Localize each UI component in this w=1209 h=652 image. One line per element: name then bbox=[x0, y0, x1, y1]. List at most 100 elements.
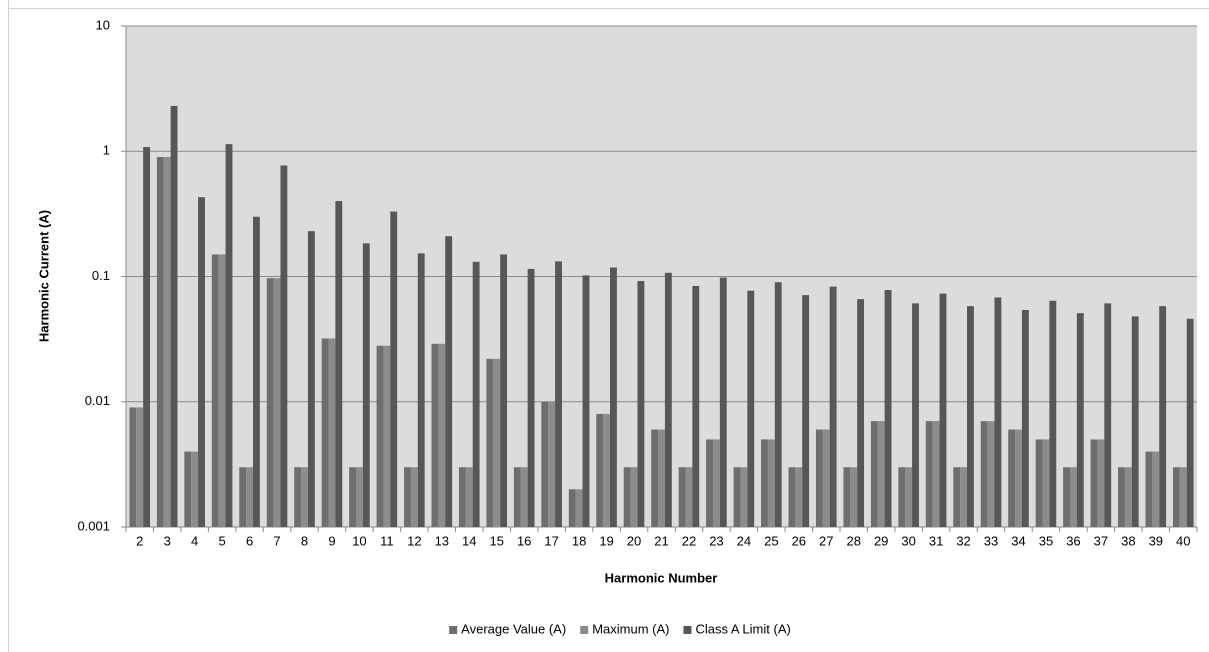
legend-label: Maximum (A) bbox=[592, 621, 669, 636]
bar bbox=[410, 467, 418, 527]
bar bbox=[761, 439, 768, 527]
bar bbox=[362, 243, 370, 527]
x-tick-label: 36 bbox=[1066, 533, 1080, 548]
bar bbox=[664, 272, 672, 527]
x-tick-label: 32 bbox=[956, 533, 970, 548]
bar bbox=[712, 439, 720, 527]
bar bbox=[335, 201, 343, 527]
bar bbox=[301, 467, 308, 527]
bar bbox=[294, 467, 302, 527]
bar bbox=[246, 467, 254, 527]
y-tick-label: 0.1 bbox=[92, 268, 110, 283]
bar bbox=[239, 467, 247, 527]
x-tick-label: 34 bbox=[1011, 533, 1025, 548]
bar bbox=[1145, 451, 1153, 527]
bar bbox=[1076, 313, 1084, 527]
x-tick-label: 16 bbox=[517, 533, 531, 548]
bar bbox=[932, 421, 940, 527]
bar bbox=[1179, 467, 1187, 527]
y-tick-label: 0.01 bbox=[85, 393, 110, 408]
bar bbox=[788, 467, 796, 527]
bar bbox=[939, 293, 947, 527]
bar bbox=[692, 285, 700, 527]
x-tick-label: 25 bbox=[764, 533, 778, 548]
bar bbox=[1097, 439, 1105, 527]
x-tick-label: 3 bbox=[164, 533, 171, 548]
bar bbox=[548, 401, 556, 527]
bar bbox=[967, 306, 974, 527]
bar bbox=[273, 278, 281, 527]
bar bbox=[980, 421, 988, 527]
bar bbox=[417, 253, 425, 527]
x-tick-label: 31 bbox=[929, 533, 943, 548]
bar bbox=[129, 407, 137, 527]
bar bbox=[1118, 467, 1125, 527]
bar bbox=[486, 358, 494, 527]
bar bbox=[1063, 467, 1070, 527]
x-tick-label: 33 bbox=[984, 533, 998, 548]
x-tick-label: 35 bbox=[1039, 533, 1053, 548]
bar bbox=[596, 413, 604, 527]
bar bbox=[610, 267, 617, 527]
y-tick-label: 0.001 bbox=[77, 518, 110, 533]
bar bbox=[733, 467, 741, 527]
bar bbox=[678, 467, 686, 527]
bar bbox=[493, 358, 501, 527]
bar bbox=[905, 467, 913, 527]
x-tick-label: 18 bbox=[572, 533, 586, 548]
bar bbox=[404, 467, 411, 527]
x-tick-label: 28 bbox=[846, 533, 860, 548]
bar bbox=[870, 421, 878, 527]
legend-label: Class A Limit (A) bbox=[695, 621, 790, 636]
bar bbox=[555, 261, 562, 527]
bar bbox=[156, 156, 164, 527]
bar bbox=[637, 281, 645, 527]
bar bbox=[857, 299, 865, 527]
x-tick-label: 24 bbox=[737, 533, 751, 548]
bar bbox=[218, 254, 226, 527]
bar bbox=[143, 147, 151, 528]
bar bbox=[582, 275, 590, 527]
bar bbox=[355, 467, 363, 527]
bar bbox=[266, 278, 274, 527]
bar bbox=[321, 338, 329, 527]
y-axis-title: Harmonic Current (A) bbox=[36, 210, 51, 342]
bar bbox=[527, 268, 535, 527]
legend-label: Average Value (A) bbox=[461, 621, 566, 636]
x-tick-label: 9 bbox=[328, 533, 335, 548]
x-tick-label: 5 bbox=[218, 533, 225, 548]
bar bbox=[994, 297, 1002, 527]
bar bbox=[1186, 318, 1194, 527]
bar bbox=[802, 295, 810, 527]
bar bbox=[651, 429, 659, 527]
bar bbox=[1131, 316, 1139, 527]
x-tick-label: 7 bbox=[273, 533, 280, 548]
bar bbox=[1021, 310, 1029, 527]
bar bbox=[383, 345, 391, 527]
bar bbox=[960, 467, 968, 527]
bar bbox=[500, 254, 508, 527]
bar bbox=[747, 290, 755, 527]
bar bbox=[465, 467, 473, 527]
bar bbox=[1069, 467, 1077, 527]
x-tick-label: 27 bbox=[819, 533, 833, 548]
x-tick-label: 38 bbox=[1121, 533, 1135, 548]
bar bbox=[850, 467, 858, 527]
x-tick-label: 37 bbox=[1094, 533, 1108, 548]
bar bbox=[541, 401, 549, 527]
x-tick-label: 17 bbox=[544, 533, 558, 548]
x-tick-label: 14 bbox=[462, 533, 476, 548]
y-tick-label: 10 bbox=[96, 17, 110, 32]
bar bbox=[1159, 306, 1167, 527]
x-tick-label: 20 bbox=[627, 533, 641, 548]
x-tick-label: 26 bbox=[792, 533, 806, 548]
bar bbox=[740, 467, 748, 527]
bar bbox=[1015, 429, 1022, 527]
bar bbox=[163, 156, 171, 527]
x-tick-label: 30 bbox=[901, 533, 915, 548]
bar bbox=[328, 338, 336, 527]
bar bbox=[623, 467, 631, 527]
bar bbox=[795, 467, 803, 527]
bar bbox=[658, 429, 665, 527]
bar bbox=[925, 421, 933, 527]
